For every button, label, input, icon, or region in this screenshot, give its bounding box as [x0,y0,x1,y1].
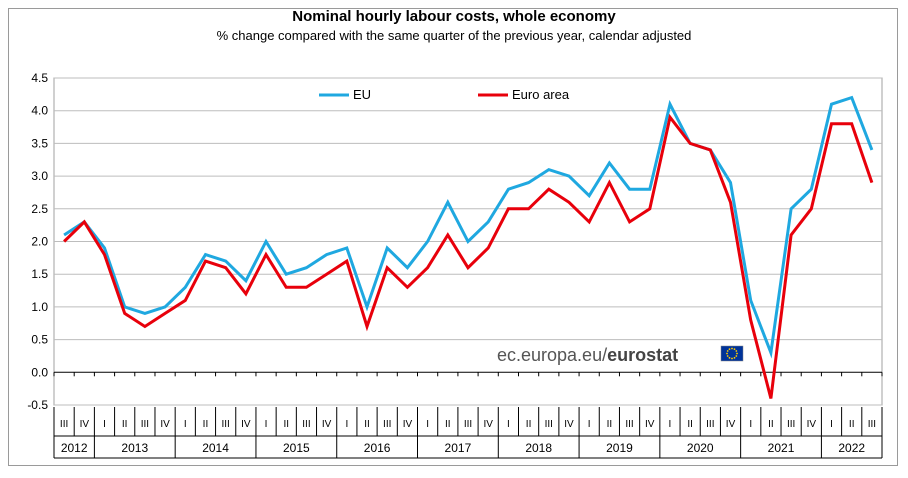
quarter-label: IV [645,419,655,430]
flag-star [733,348,736,351]
year-label: 2018 [525,441,552,455]
quarter-label: I [426,419,429,430]
flag-star [736,352,738,355]
quarter-label: II [526,419,532,430]
year-label: 2022 [838,441,865,455]
flag-star [728,356,731,359]
quarter-label: III [383,419,391,430]
year-label: 2013 [121,441,148,455]
quarter-label: II [768,419,774,430]
quarter-label: III [706,419,714,430]
quarter-label: IV [160,419,170,430]
quarter-label: I [749,419,752,430]
quarter-label: II [445,419,451,430]
year-label: 2016 [364,441,391,455]
y-tick-label: -0.5 [27,398,48,412]
quarter-label: II [203,419,209,430]
year-label: 2012 [61,441,88,455]
quarter-label: IV [322,419,332,430]
y-tick-label: 1.0 [31,300,48,314]
flag-star [735,355,738,357]
series-line-eu [63,95,874,359]
quarter-label: IV [80,419,90,430]
legend-label: EU [353,87,371,102]
year-label: 2019 [606,441,633,455]
quarter-label: IV [403,419,413,430]
quarter-label: I [184,419,187,430]
quarter-label: I [103,419,106,430]
legend: EU Euro area [319,87,570,102]
chart-subtitle: % change compared with the same quarter … [216,28,692,43]
quarter-label: III [464,419,472,430]
quarter-label: III [868,419,876,430]
quarter-label: I [669,419,672,430]
flag-star [731,347,733,350]
year-label: 2017 [445,441,472,455]
quarter-label: IV [241,419,251,430]
quarter-label: IV [726,419,736,430]
quarter-label: II [849,419,855,430]
watermark: ec.europa.eu/eurostat [497,345,744,365]
quarter-label: I [507,419,510,430]
x-axis: III IV I II III IV I II III IV I II III IV I II III IV I II… [53,372,883,459]
quarter-label: II [607,419,613,430]
flag-star [726,350,729,352]
quarter-label: III [60,419,68,430]
flag-star [735,350,738,352]
quarter-label: III [141,419,149,430]
quarter-label: I [265,419,268,430]
quarter-label: III [221,419,229,430]
quarter-label: III [787,419,795,430]
quarter-label: I [830,419,833,430]
year-label: 2021 [768,441,795,455]
y-tick-label: 4.5 [31,71,48,85]
y-axis: 4.5 4.0 3.5 3.0 2.5 2.0 1.5 1.0 0.5 0.0 -0.5 [27,71,48,412]
flag-star [726,355,729,357]
series-layer [63,95,874,399]
quarter-label: III [625,419,633,430]
eu-flag-icon [720,345,744,362]
quarter-label: II [687,419,693,430]
y-tick-label: 0.0 [31,365,48,379]
year-label: 2014 [202,441,229,455]
flag-star [726,352,728,355]
quarter-label: IV [564,419,574,430]
flag-star [733,356,736,359]
quarter-label: I [345,419,348,430]
y-tick-label: 0.5 [31,333,48,347]
quarter-label: II [122,419,128,430]
y-tick-label: 2.5 [31,202,48,216]
quarter-label: IV [483,419,493,430]
year-label: 2020 [687,441,714,455]
quarter-label: III [545,419,553,430]
flag-star [731,357,733,360]
quarter-label: II [283,419,289,430]
flag-star [728,348,731,351]
chart-frame [8,8,898,466]
year-label: 2015 [283,441,310,455]
watermark-text: ec.europa.eu/eurostat [497,345,678,365]
y-tick-label: 3.5 [31,136,48,150]
y-tick-label: 4.0 [31,104,48,118]
y-tick-label: 2.0 [31,235,48,249]
series-line-euro-area [63,113,874,399]
quarter-label: I [588,419,591,430]
quarter-label: IV [807,419,817,430]
legend-label: Euro area [512,87,570,102]
chart-title: Nominal hourly labour costs, whole econo… [292,8,616,25]
y-tick-label: 3.0 [31,169,48,183]
quarter-label: II [364,419,370,430]
y-tick-label: 1.5 [31,267,48,281]
quarter-label: III [302,419,310,430]
